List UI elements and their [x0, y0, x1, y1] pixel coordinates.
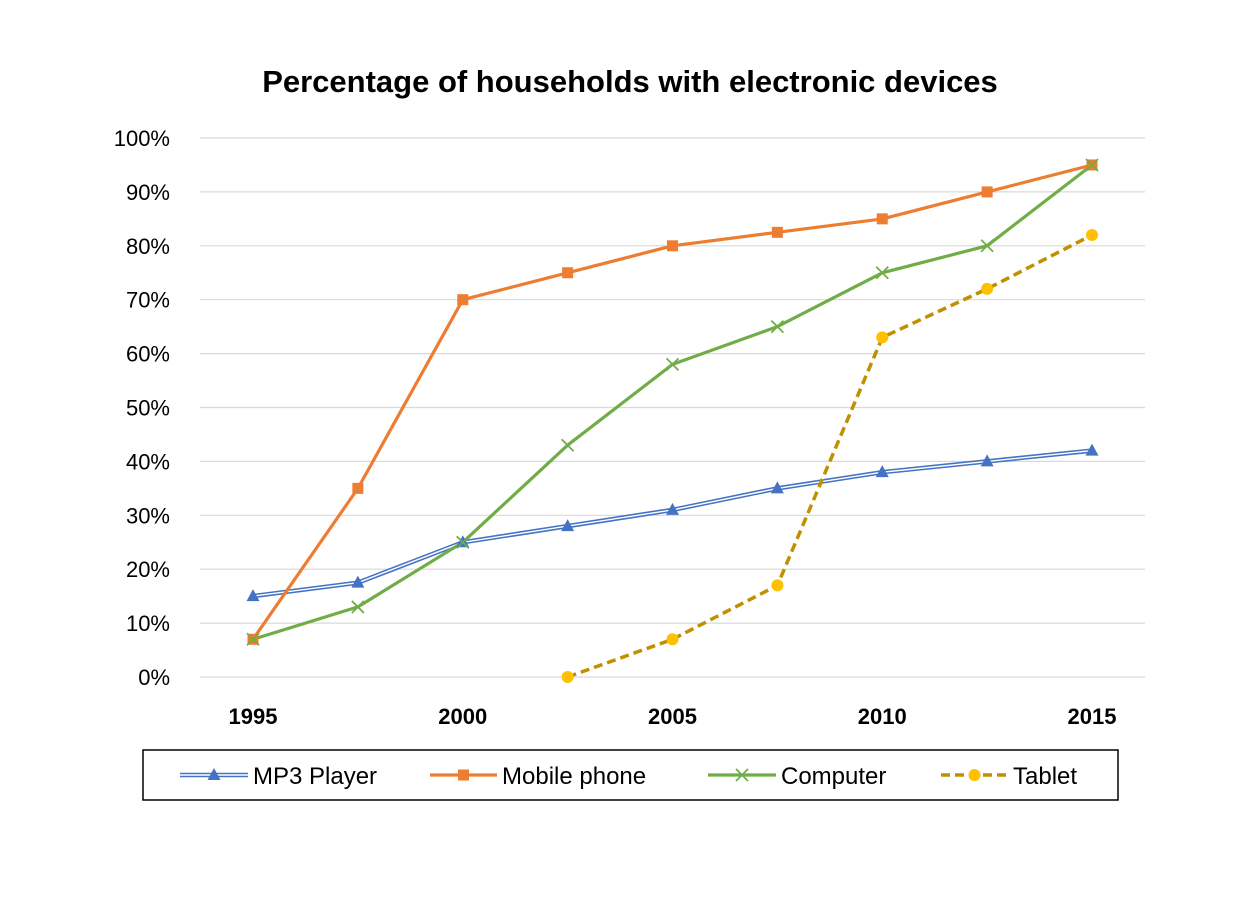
- x-tick-label: 2015: [1068, 704, 1117, 729]
- legend-item-mobile-phone: Mobile phone: [430, 763, 646, 790]
- y-tick-label: 30%: [126, 503, 170, 528]
- y-tick-label: 70%: [126, 288, 170, 313]
- series-line-computer: [252, 163, 1093, 641]
- legend-item-tablet: Tablet: [941, 763, 1077, 790]
- data-point-tablet: [876, 331, 889, 344]
- data-point-mobile-phone: [562, 267, 574, 279]
- data-point-mp3-player: [666, 502, 679, 515]
- series-line-mp3-player: [252, 448, 1093, 599]
- x-tick-label: 2005: [648, 704, 697, 729]
- data-point-tablet: [561, 671, 574, 683]
- legend-marker-computer: [735, 768, 749, 782]
- data-point-mp3-player: [770, 481, 784, 494]
- y-axis-ticks: 0% 10% 20% 30% 40% 50% 60% 70% 80% 90% 100%: [114, 126, 170, 690]
- x-axis-ticks: 1995 2000 2005 2010 2015: [229, 704, 1117, 729]
- y-tick-label: 50%: [126, 396, 170, 421]
- data-point-computer: [351, 600, 365, 614]
- legend-marker-tablet: [968, 769, 981, 781]
- data-point-tablet: [1086, 229, 1098, 242]
- legend-label: MP3 Player: [253, 763, 377, 790]
- legend-label: Mobile phone: [502, 763, 646, 790]
- data-point-computer: [456, 535, 470, 549]
- data-point-computer: [770, 320, 785, 334]
- data-point-computer: [1085, 158, 1099, 172]
- legend-item-mp3-player: MP3 Player: [180, 763, 377, 790]
- y-tick-label: 20%: [126, 557, 170, 582]
- data-point-computer: [875, 266, 889, 280]
- data-point-computer: [665, 357, 680, 372]
- legend-marker-mp3-player: [207, 768, 221, 780]
- data-point-mp3-player: [246, 589, 260, 602]
- data-point-mp3-player: [1085, 443, 1099, 456]
- x-tick-label: 2000: [438, 704, 487, 729]
- y-tick-label: 100%: [114, 126, 170, 151]
- legend-label: Tablet: [1013, 763, 1077, 790]
- data-point-mp3-player: [351, 575, 365, 588]
- data-point-mobile-phone: [352, 482, 364, 494]
- y-tick-label: 0%: [138, 665, 170, 690]
- data-point-mobile-phone: [981, 186, 993, 198]
- data-point-computer: [560, 438, 575, 452]
- series-line-mobile-phone: [251, 163, 1093, 641]
- data-point-mobile-phone: [457, 294, 469, 306]
- data-point-mobile-phone: [876, 213, 888, 225]
- series-line-tablet: [567, 233, 1093, 679]
- data-point-computer: [980, 239, 994, 253]
- gridlines: [200, 137, 1145, 678]
- data-point-tablet: [771, 579, 784, 592]
- y-tick-label: 10%: [126, 611, 170, 636]
- legend-label: Computer: [781, 763, 886, 790]
- x-tick-label: 1995: [229, 704, 278, 729]
- data-point-mp3-player: [561, 519, 575, 532]
- data-point-mp3-player: [980, 454, 994, 467]
- chart-title: Percentage of households with electronic…: [262, 64, 998, 99]
- y-tick-label: 80%: [126, 234, 170, 259]
- data-point-mobile-phone: [667, 240, 678, 252]
- y-tick-label: 60%: [126, 342, 170, 367]
- legend-marker-mobile-phone: [458, 769, 469, 781]
- legend: MP3 Player Mobile phone Computer Tablet: [142, 749, 1119, 801]
- data-point-computer: [246, 632, 260, 646]
- data-point-tablet: [666, 633, 679, 646]
- legend-item-computer: Computer: [708, 763, 886, 790]
- y-tick-label: 40%: [126, 449, 170, 474]
- y-tick-label: 90%: [126, 180, 170, 205]
- data-point-mobile-phone: [771, 226, 783, 238]
- series-markers: [246, 158, 1099, 683]
- data-point-mp3-player: [875, 465, 889, 478]
- data-point-tablet: [981, 282, 994, 295]
- x-tick-label: 2010: [858, 704, 907, 729]
